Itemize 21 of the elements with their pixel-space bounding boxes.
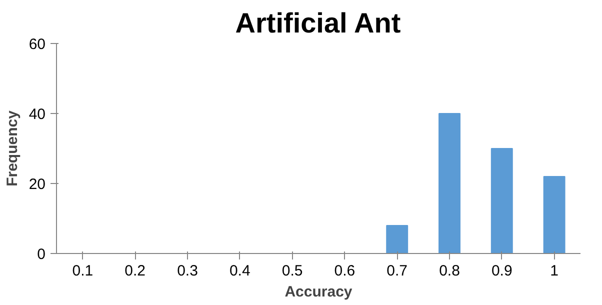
x-tick-label: 0.5 bbox=[282, 262, 303, 280]
x-tick-label: 1 bbox=[550, 262, 558, 280]
x-tick-label: 0.8 bbox=[439, 262, 460, 280]
x-tick-label: 0.6 bbox=[334, 262, 356, 280]
x-tick-label: 0.1 bbox=[72, 262, 94, 280]
x-tick-label: 0.9 bbox=[491, 262, 512, 280]
y-tick-label: 20 bbox=[28, 176, 46, 193]
y-tick-label: 60 bbox=[28, 36, 46, 53]
x-tick-label: 0.7 bbox=[386, 262, 408, 280]
x-tick-label: 0.4 bbox=[229, 262, 250, 280]
x-tick-label: 0.3 bbox=[177, 262, 198, 280]
y-tick-label: 0 bbox=[37, 246, 46, 263]
y-tick-label: 40 bbox=[28, 106, 46, 123]
bar bbox=[490, 148, 513, 254]
x-axis-title: Accuracy bbox=[284, 284, 353, 300]
bar bbox=[543, 176, 566, 254]
bar bbox=[386, 225, 408, 254]
chart-title: Artificial Ant bbox=[235, 8, 401, 38]
x-tick-label: 0.2 bbox=[124, 262, 146, 280]
y-axis-title: Frequency bbox=[4, 110, 21, 186]
bar bbox=[438, 113, 460, 254]
